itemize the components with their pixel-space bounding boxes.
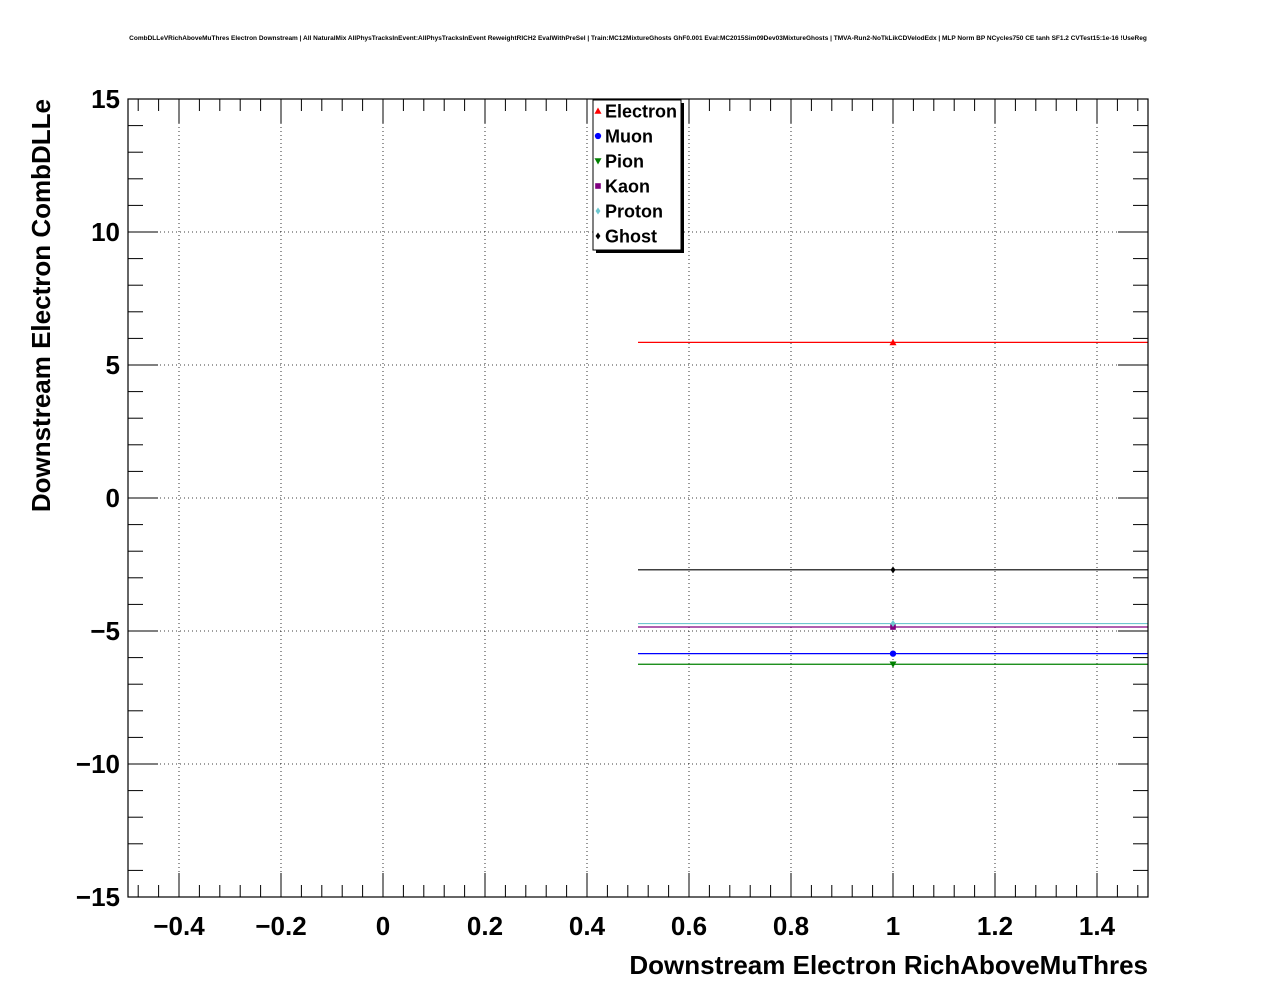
x-tick-label: 0.2 — [467, 911, 503, 941]
series-pion — [638, 661, 1148, 668]
chart-title: CombDLLeVRichAboveMuThres Electron Downs… — [129, 35, 1147, 42]
muon-point — [889, 650, 897, 657]
y-tick-label: −10 — [76, 749, 120, 779]
legend-ghost-marker — [595, 232, 601, 240]
electron-point — [889, 338, 897, 346]
legend-proton-marker — [595, 207, 601, 215]
x-tick-label: 0.8 — [773, 911, 809, 941]
series-electron — [638, 338, 1148, 346]
y-tick-label: 15 — [91, 84, 120, 114]
series-ghost — [638, 566, 1148, 574]
legend: Electron Muon Pion Kaon Proton Ghost — [592, 99, 684, 253]
y-axis-label: Downstream Electron CombDLLe — [26, 99, 56, 512]
y-tick-label: −15 — [76, 882, 120, 912]
ticks-layer — [128, 98, 1148, 898]
x-tick-label: 0 — [376, 911, 390, 941]
legend-kaon-marker — [595, 183, 601, 189]
x-tick-label: 0.4 — [569, 911, 606, 941]
y-tick-label: 10 — [91, 217, 120, 247]
x-tick-label: −0.2 — [255, 911, 306, 941]
x-tick-label: 1 — [886, 911, 900, 941]
legend-electron-label: Electron — [605, 102, 677, 122]
pion-point — [889, 661, 897, 668]
labels-layer: −0.4 −0.2 0 0.2 0.4 0.6 0.8 1 1.2 1.4 −15 −10 −5 0 5 10… — [26, 84, 1148, 980]
series-layer — [638, 338, 1148, 668]
legend-muon-marker — [594, 132, 602, 140]
x-tick-label: −0.4 — [153, 911, 205, 941]
series-proton — [638, 620, 1148, 628]
frame-layer — [127, 98, 1149, 898]
y-tick-label: −5 — [90, 616, 120, 646]
legend-ghost-label: Ghost — [605, 227, 657, 247]
proton-point — [890, 620, 896, 628]
series-muon — [638, 650, 1148, 657]
legend-pion-marker — [594, 158, 602, 165]
legend-muon-label: Muon — [605, 127, 653, 147]
grid-layer — [128, 98, 1148, 898]
x-tick-label: 1.2 — [977, 911, 1013, 941]
plot-frame — [127, 98, 1149, 898]
x-axis-label: Downstream Electron RichAboveMuThres — [629, 950, 1148, 980]
legend-kaon-label: Kaon — [605, 177, 650, 197]
x-tick-label: 0.6 — [671, 911, 707, 941]
y-tick-label: 5 — [106, 350, 120, 380]
x-tick-label: 1.4 — [1079, 911, 1116, 941]
legend-proton-label: Proton — [605, 202, 663, 222]
legend-electron-marker — [594, 107, 602, 114]
ghost-point — [890, 566, 896, 574]
legend-box — [592, 99, 682, 251]
legend-pion-label: Pion — [605, 152, 644, 172]
y-tick-label: 0 — [106, 483, 120, 513]
